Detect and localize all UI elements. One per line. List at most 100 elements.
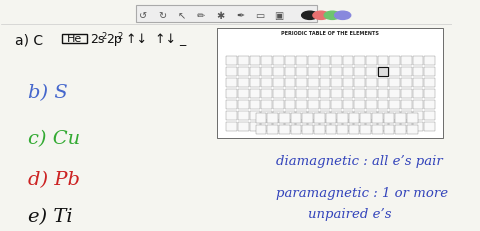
Bar: [273, 89, 284, 99]
Bar: [250, 122, 261, 132]
Text: a) C: a) C: [15, 33, 43, 47]
Bar: [250, 89, 261, 99]
Text: PERIODIC TABLE OF THE ELEMENTS: PERIODIC TABLE OF THE ELEMENTS: [281, 31, 379, 36]
Text: ↑↓  ↑↓ _: ↑↓ ↑↓ _: [121, 33, 186, 46]
Bar: [296, 111, 307, 121]
Bar: [273, 56, 284, 66]
Bar: [372, 125, 383, 135]
Bar: [320, 56, 330, 66]
Bar: [296, 56, 307, 66]
Bar: [378, 67, 388, 77]
Bar: [343, 122, 353, 132]
Bar: [238, 78, 249, 88]
Bar: [273, 100, 284, 110]
Bar: [378, 78, 388, 88]
Bar: [412, 122, 423, 132]
Bar: [262, 111, 272, 121]
Bar: [238, 56, 249, 66]
Circle shape: [324, 12, 340, 20]
Bar: [227, 100, 237, 110]
Bar: [343, 100, 353, 110]
Bar: [285, 56, 295, 66]
Bar: [136, 6, 316, 23]
Bar: [290, 125, 301, 135]
Bar: [372, 114, 383, 123]
Bar: [250, 111, 261, 121]
Bar: [256, 125, 266, 135]
Bar: [308, 78, 319, 88]
Text: c) Cu: c) Cu: [28, 129, 81, 147]
Bar: [250, 78, 261, 88]
Bar: [331, 100, 342, 110]
Bar: [331, 122, 342, 132]
Bar: [308, 111, 319, 121]
Bar: [412, 56, 423, 66]
Text: He: He: [67, 34, 82, 44]
Bar: [331, 111, 342, 121]
Bar: [343, 111, 353, 121]
Bar: [424, 89, 435, 99]
Text: e) Ti: e) Ti: [28, 207, 73, 225]
Text: ↺: ↺: [139, 11, 147, 21]
Bar: [412, 67, 423, 77]
Bar: [250, 67, 261, 77]
Bar: [360, 114, 371, 123]
Bar: [424, 111, 435, 121]
Bar: [331, 56, 342, 66]
Text: 2p: 2p: [106, 33, 121, 46]
Bar: [401, 78, 412, 88]
Bar: [285, 100, 295, 110]
Bar: [331, 78, 342, 88]
Bar: [401, 56, 412, 66]
Circle shape: [301, 12, 318, 20]
Bar: [227, 89, 237, 99]
Bar: [273, 111, 284, 121]
Bar: [407, 125, 418, 135]
Bar: [320, 67, 330, 77]
Text: ✒: ✒: [236, 11, 244, 21]
Bar: [262, 122, 272, 132]
Text: ▭: ▭: [255, 11, 264, 21]
Bar: [314, 114, 324, 123]
Bar: [412, 100, 423, 110]
Bar: [343, 67, 353, 77]
Bar: [320, 78, 330, 88]
Bar: [325, 114, 336, 123]
Text: diamagnetic : all e’s pair: diamagnetic : all e’s pair: [276, 155, 443, 168]
Bar: [308, 89, 319, 99]
Bar: [227, 67, 237, 77]
Bar: [343, 89, 353, 99]
Bar: [337, 114, 348, 123]
Bar: [285, 122, 295, 132]
Bar: [250, 56, 261, 66]
Bar: [366, 78, 377, 88]
Bar: [389, 56, 400, 66]
Text: ↻: ↻: [158, 11, 167, 21]
Bar: [273, 67, 284, 77]
Bar: [320, 100, 330, 110]
Bar: [378, 67, 388, 77]
Bar: [262, 78, 272, 88]
Bar: [378, 56, 388, 66]
Bar: [296, 89, 307, 99]
Bar: [296, 122, 307, 132]
Bar: [250, 100, 261, 110]
Circle shape: [335, 12, 351, 20]
Bar: [366, 111, 377, 121]
Bar: [267, 125, 278, 135]
Bar: [285, 78, 295, 88]
Text: b) S: b) S: [28, 84, 68, 102]
Bar: [337, 125, 348, 135]
Bar: [401, 100, 412, 110]
Bar: [401, 111, 412, 121]
Bar: [384, 114, 395, 123]
Bar: [354, 122, 365, 132]
Bar: [412, 111, 423, 121]
Bar: [366, 67, 377, 77]
Bar: [238, 111, 249, 121]
Bar: [424, 56, 435, 66]
Bar: [378, 111, 388, 121]
Bar: [366, 56, 377, 66]
Text: paramagnetic : 1 or more: paramagnetic : 1 or more: [276, 187, 448, 200]
Bar: [238, 67, 249, 77]
